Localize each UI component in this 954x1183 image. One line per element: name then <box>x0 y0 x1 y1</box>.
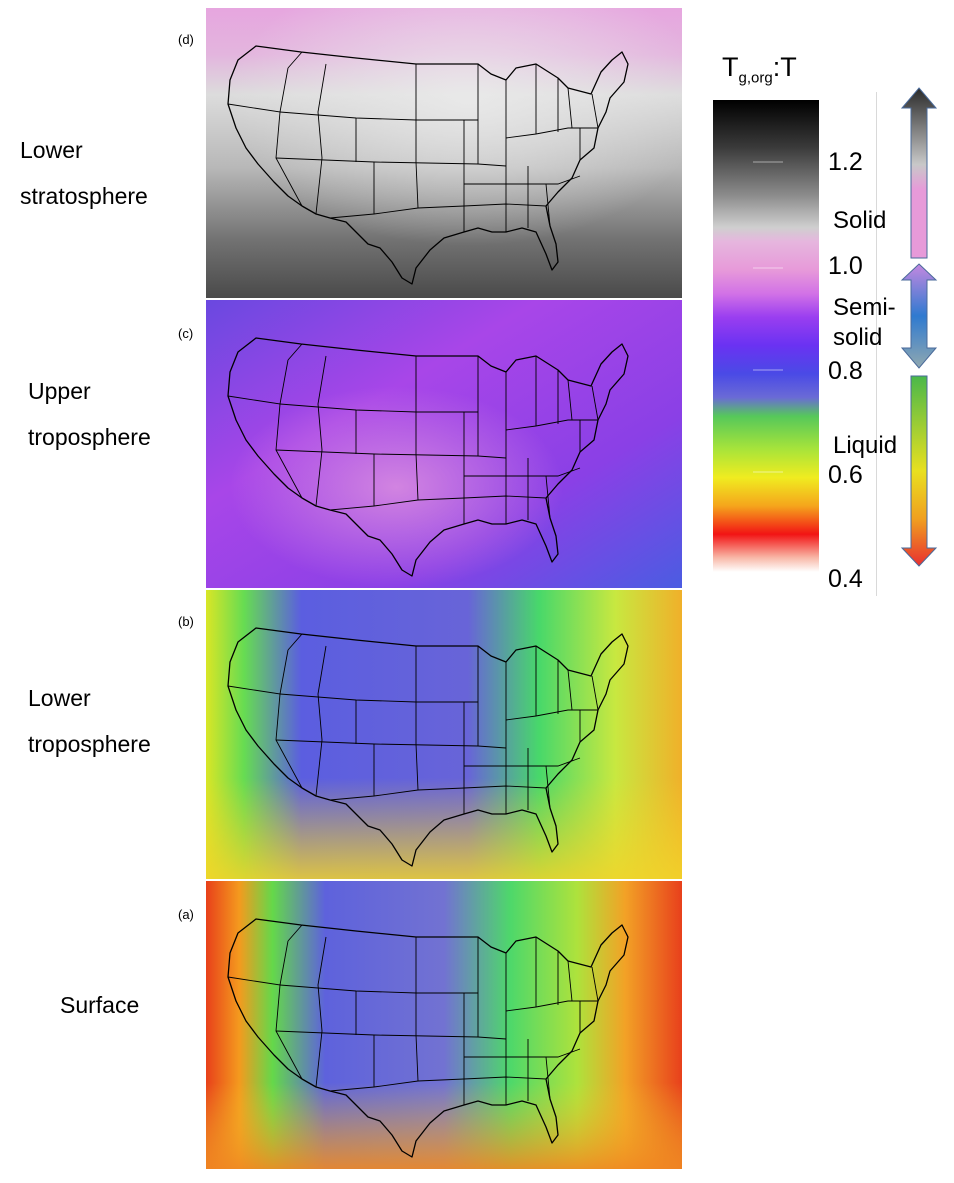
phase-label-semisolid-line2: solid <box>833 324 883 351</box>
map-panel-lower-stratosphere <box>206 8 682 298</box>
colorbar-title: Tg,org:T <box>722 52 797 86</box>
map-panel-upper-troposphere <box>206 300 682 588</box>
label-line: stratosphere <box>20 183 148 209</box>
colorbar-tick-label: 0.4 <box>828 565 863 593</box>
label-line: Upper <box>28 378 91 404</box>
colorbar-title-tail: :T <box>772 52 797 82</box>
solid-arrow-icon <box>900 87 938 259</box>
colorbar-title-sub: g,org <box>738 69 773 87</box>
label-line: Lower <box>20 137 83 163</box>
label-upper-troposphere: Upper troposphere <box>28 368 208 460</box>
colorbar-title-main: T <box>722 52 739 82</box>
label-line: troposphere <box>28 424 151 450</box>
phase-arrows <box>900 87 938 567</box>
colorbar-gradient <box>713 100 819 572</box>
panel-tag-d: (d) <box>178 32 194 47</box>
map-panel-surface <box>206 881 682 1169</box>
semisolid-arrow-icon <box>900 263 938 369</box>
label-surface: Surface <box>60 982 240 1028</box>
phase-label-liquid: Liquid <box>833 432 898 459</box>
label-line: troposphere <box>28 731 151 757</box>
phase-label-solid: Solid <box>833 207 887 234</box>
colorbar-tick-label: 1.2 <box>828 148 863 176</box>
phase-label-semisolid: Semi- solid <box>833 293 896 353</box>
liquid-arrow-icon <box>900 375 938 567</box>
colorbar-tick-label: 0.8 <box>828 356 863 385</box>
panel-tag-c: (c) <box>178 326 194 341</box>
label-line: Surface <box>60 992 140 1018</box>
label-line: Lower <box>28 685 91 711</box>
panel-tag-b: (b) <box>178 614 194 629</box>
colorbar-tick-label: 1.0 <box>828 252 863 281</box>
label-lower-troposphere: Lower troposphere <box>28 675 208 767</box>
colorbar-tick-label: 0.6 <box>828 460 863 489</box>
panel-tag-a: (a) <box>178 907 194 922</box>
phase-label-semisolid-line1: Semi- <box>833 294 896 321</box>
label-lower-stratosphere: Lower stratosphere <box>20 127 200 219</box>
map-panel-lower-troposphere <box>206 590 682 879</box>
colorbar-axis-line <box>876 92 877 596</box>
